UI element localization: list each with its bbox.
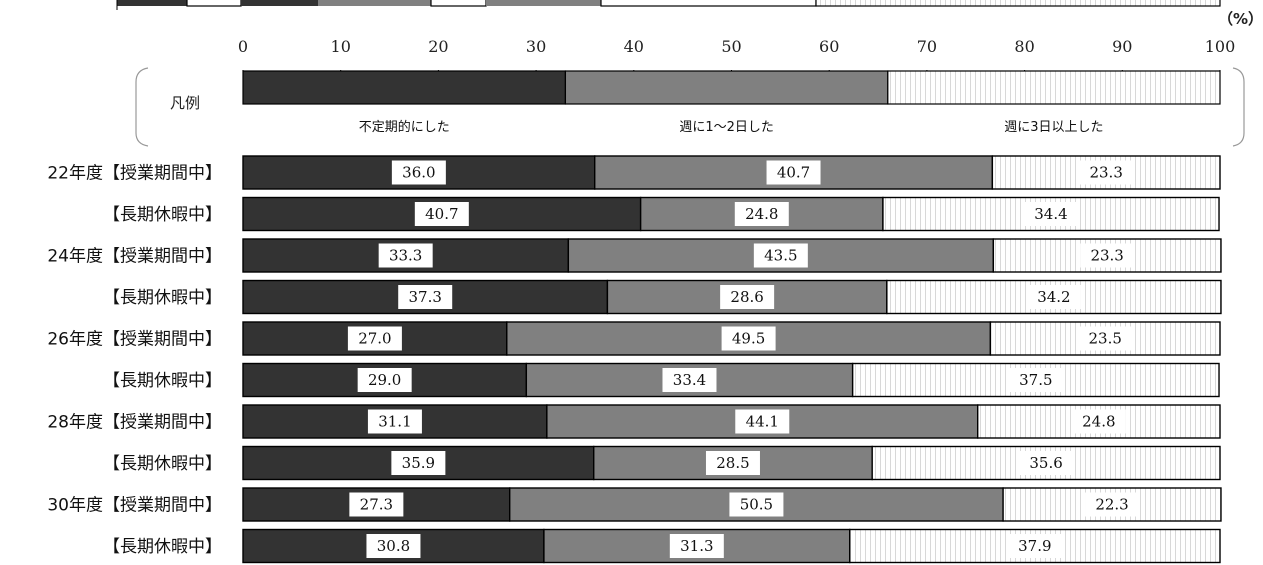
data-label-2-2: 24.8 [745,205,778,223]
category-label-4: 【長期休暇中】 [103,288,222,308]
data-label-box-5-1 [347,326,402,351]
data-label-box-10-3 [1007,534,1062,558]
data-label-10-1: 30.8 [377,537,410,555]
category-label-1: 22年度【授業期間中】 [47,164,222,184]
data-label-2-3: 34.4 [1034,205,1067,223]
data-label-9-1: 27.3 [360,496,393,514]
x-tick-label-40: 40 [624,37,644,56]
data-label-7-2: 44.1 [746,413,779,431]
x-tick-label-100: 100 [1205,37,1236,56]
data-label-box-2-1 [414,202,469,226]
data-label-9-3: 22.3 [1095,496,1128,514]
data-label-5-2: 49.5 [732,330,765,348]
category-labels: 22年度【授業期間中】【長期休暇中】24年度【授業期間中】【長期休暇中】26年度… [47,164,222,558]
x-tick-label-90: 90 [1112,37,1132,56]
category-label-9: 30年度【授業期間中】 [47,496,222,516]
x-tick-label-10: 10 [331,37,351,56]
x-tick-label-70: 70 [917,37,937,56]
data-label-box-8-1 [391,451,446,475]
data-label-box-1-3 [1079,160,1134,185]
unit-label: （%） [1218,10,1263,28]
data-label-1-2: 40.7 [777,164,810,182]
data-label-box-6-3 [1008,368,1063,392]
data-label-7-1: 31.1 [378,413,411,431]
category-label-10: 【長期休暇中】 [103,537,222,557]
legend-right-brace [1232,67,1245,147]
data-label-7-3: 24.8 [1082,413,1115,431]
category-label-7: 28年度【授業期間中】 [47,413,222,433]
category-label-8: 【長期休暇中】 [103,454,222,474]
legend-swatch-2 [564,70,889,105]
data-label-box-3-2 [753,243,808,268]
category-label-5: 26年度【授業期間中】 [47,330,222,350]
data-label-box-4-2 [720,285,775,309]
category-label-2: 【長期休暇中】 [103,205,222,225]
x-tick-label-80: 80 [1014,37,1034,56]
data-label-box-9-3 [1085,492,1140,517]
data-label-box-4-3 [1026,285,1081,309]
data-label-5-1: 27.0 [358,330,391,348]
x-tick-label-60: 60 [819,37,839,56]
data-label-box-7-2 [735,409,790,434]
data-label-9-2: 50.5 [740,496,773,514]
data-label-box-5-3 [1078,326,1133,351]
data-label-box-7-1 [367,409,422,434]
x-axis: 0 10 20 30 40 50 60 70 80 90 100 [238,37,1235,74]
data-label-1-3: 23.3 [1089,164,1122,182]
data-label-box-7-3 [1071,409,1126,434]
x-tick-label-20: 20 [428,37,448,56]
data-label-box-9-1 [349,492,404,517]
data-label-box-3-1 [378,243,433,268]
data-label-10-2: 31.3 [680,537,713,555]
legend-label-3: 週に3日以上した [1004,120,1103,135]
x-tick-label-0: 0 [238,37,248,56]
data-label-box-1-2 [766,160,821,185]
data-label-box-1-1 [391,160,446,185]
data-label-5-3: 23.5 [1088,330,1121,348]
data-label-2-1: 40.7 [425,205,458,223]
data-label-8-1: 35.9 [402,454,435,472]
legend-bar [242,70,1221,105]
data-label-box-2-2 [734,202,789,226]
data-label-4-1: 37.3 [409,288,442,306]
x-tick-label-50: 50 [721,37,741,56]
legend-left-brace [135,67,149,147]
data-label-6-2: 33.4 [673,371,706,389]
data-label-box-8-2 [705,451,760,475]
category-label-3: 24年度【授業期間中】 [47,247,222,267]
data-label-3-2: 43.5 [764,247,797,265]
data-label-6-1: 29.0 [368,371,401,389]
data-label-box-10-1 [366,534,421,558]
data-label-box-8-3 [1019,451,1074,475]
data-label-6-3: 37.5 [1019,371,1052,389]
legend-swatch-1 [242,70,567,105]
data-label-box-5-2 [721,326,776,351]
legend-label-2: 週に1〜2日した [679,120,774,135]
data-label-box-9-2 [729,492,784,517]
data-label-box-2-3 [1023,202,1078,226]
x-tick-label-30: 30 [526,37,546,56]
data-label-box-10-2 [669,534,724,558]
legend: 凡例 不定期的にした 週に1〜2日した 週に3日以上した [135,67,1245,147]
data-label-3-1: 33.3 [389,247,422,265]
legend-labels: 不定期的にした 週に1〜2日した 週に3日以上した [359,119,1104,135]
legend-swatch-3 [887,70,1221,105]
data-label-1-1: 36.0 [402,164,435,182]
data-label-3-3: 23.3 [1090,247,1123,265]
data-label-8-2: 28.5 [716,454,749,472]
bars: 36.0 40.7 23.3 40.7 24.8 34.4 33.3 43.5 23.3 37.3… [242,155,1222,564]
data-label-8-3: 35.6 [1029,454,1062,472]
data-label-box-4-1 [398,285,453,309]
data-label-box-3-3 [1080,243,1135,268]
data-label-4-2: 28.6 [730,288,763,306]
category-label-6: 【長期休暇中】 [103,371,222,391]
data-label-box-6-1 [357,368,412,392]
legend-title: 凡例 [170,94,200,112]
cropped-top-bar [116,0,1221,10]
data-label-box-6-2 [662,368,717,392]
data-label-4-3: 34.2 [1037,288,1070,306]
legend-label-1: 不定期的にした [359,119,450,135]
data-label-10-3: 37.9 [1018,537,1051,555]
